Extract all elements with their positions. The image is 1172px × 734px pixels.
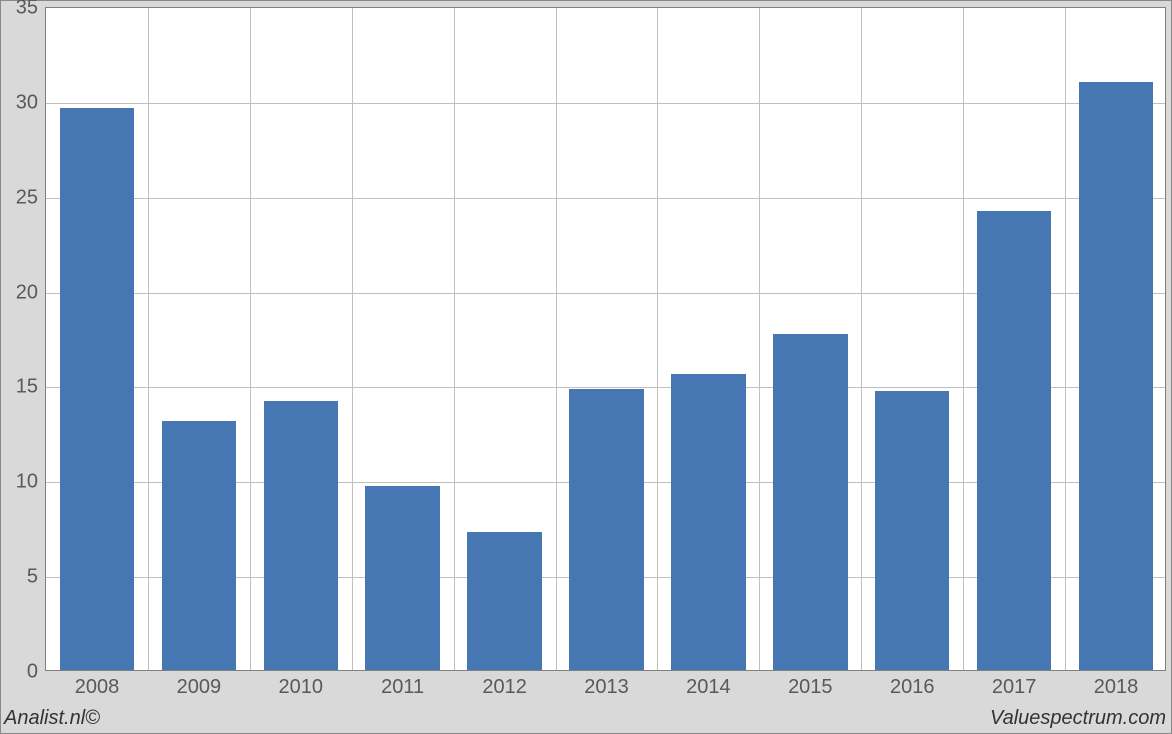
gridline-v xyxy=(556,8,557,670)
bar xyxy=(264,401,338,670)
gridline-v xyxy=(454,8,455,670)
gridline-h xyxy=(46,198,1165,199)
x-tick-label: 2016 xyxy=(890,676,935,699)
bar xyxy=(671,374,745,670)
y-tick-label: 20 xyxy=(16,281,38,304)
x-tick-label: 2011 xyxy=(381,676,424,699)
x-tick-label: 2013 xyxy=(584,676,629,699)
x-tick-label: 2018 xyxy=(1094,676,1139,699)
gridline-v xyxy=(861,8,862,670)
plot-area: 0510152025303520082009201020112012201320… xyxy=(45,7,1166,671)
y-tick-label: 0 xyxy=(27,661,38,684)
y-tick-label: 15 xyxy=(16,376,38,399)
gridline-v xyxy=(657,8,658,670)
y-tick-label: 10 xyxy=(16,471,38,494)
bar xyxy=(1079,82,1153,670)
bar xyxy=(773,334,847,670)
gridline-v xyxy=(250,8,251,670)
footer-left-credit: Analist.nl© xyxy=(4,707,100,730)
x-tick-label: 2008 xyxy=(75,676,120,699)
x-tick-label: 2010 xyxy=(279,676,324,699)
x-tick-label: 2012 xyxy=(482,676,527,699)
gridline-v xyxy=(963,8,964,670)
footer-right-credit: Valuespectrum.com xyxy=(990,707,1166,730)
y-tick-label: 35 xyxy=(16,0,38,20)
bar xyxy=(162,421,236,670)
bar xyxy=(467,532,541,670)
chart-outer: 0 5 10 15 20 25 30 35 2008 2009 2010 2011 2012 2013 20… xyxy=(0,0,1172,734)
gridline-v xyxy=(1065,8,1066,670)
gridline-v xyxy=(352,8,353,670)
bar xyxy=(977,211,1051,670)
x-tick-label: 2017 xyxy=(992,676,1037,699)
y-tick-label: 25 xyxy=(16,186,38,209)
gridline-h xyxy=(46,103,1165,104)
bar xyxy=(365,486,439,670)
x-tick-label: 2015 xyxy=(788,676,833,699)
x-tick-label: 2014 xyxy=(686,676,731,699)
gridline-v xyxy=(148,8,149,670)
x-tick-label: 2009 xyxy=(177,676,222,699)
bar xyxy=(569,389,643,670)
gridline-v xyxy=(759,8,760,670)
y-tick-label: 30 xyxy=(16,91,38,114)
bar xyxy=(60,108,134,670)
y-tick-label: 5 xyxy=(27,566,38,589)
bar xyxy=(875,391,949,670)
